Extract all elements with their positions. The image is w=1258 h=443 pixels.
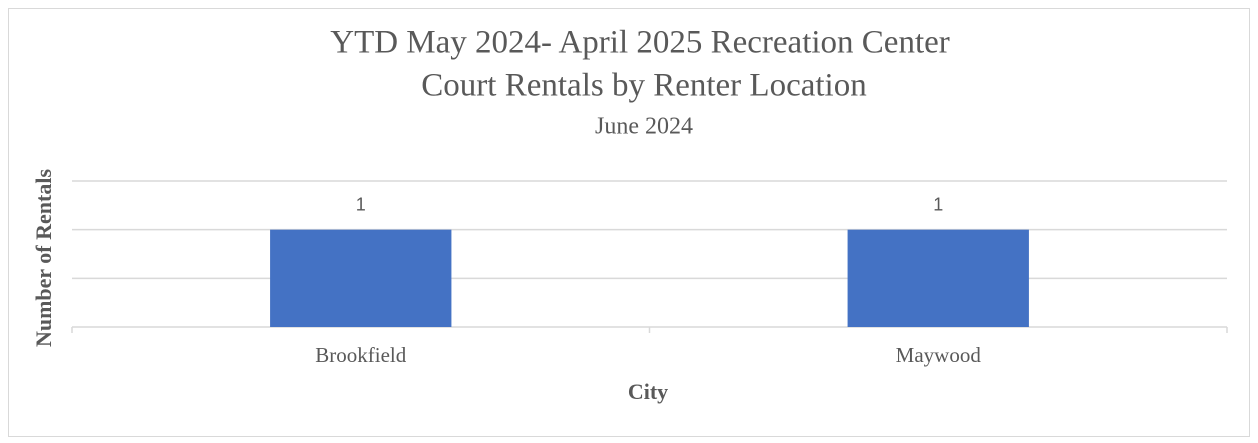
x-axis-label: City [628,379,668,404]
x-tick-label: Maywood [896,343,982,367]
x-tick-label: Brookfield [315,343,406,367]
chart-title: Court Rentals by Renter Location [421,68,866,104]
chart-subtitle: June 2024 [595,114,693,140]
chart-border [8,8,1250,437]
chart-title: YTD May 2024- April 2025 Recreation Cent… [330,25,950,61]
y-axis-label: Number of Rentals [31,169,56,347]
bar [847,229,1029,327]
data-label: 1 [933,194,943,214]
bar [270,229,452,327]
data-label: 1 [356,194,366,214]
